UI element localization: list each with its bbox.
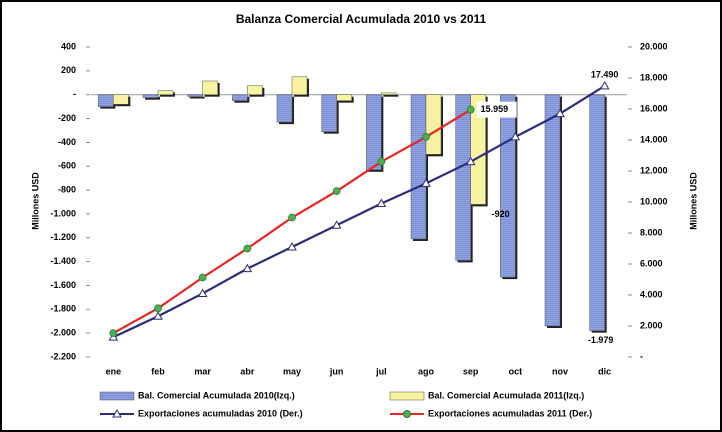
marker <box>242 263 253 273</box>
data-label: -1.979 <box>588 335 614 345</box>
bar-shadow <box>145 96 160 100</box>
label-box <box>476 101 517 118</box>
bar <box>321 94 337 132</box>
bar <box>425 94 442 155</box>
y-tick-label: 200 <box>61 65 76 75</box>
y-tick-label: 400 <box>61 41 76 51</box>
marker <box>197 288 208 297</box>
marker <box>510 131 521 141</box>
legend-swatch <box>99 391 135 401</box>
bar-shadow <box>383 94 399 97</box>
y-tick-label: -2.200 <box>50 351 76 361</box>
marker <box>555 108 565 118</box>
data-label: 15.959 <box>481 104 509 114</box>
bar <box>98 94 114 107</box>
x-tick-label: jun <box>329 366 344 376</box>
bar <box>589 94 605 331</box>
marker <box>287 241 297 251</box>
bar <box>291 76 308 95</box>
y2-tick-label: 8.000 <box>640 227 663 237</box>
x-tick-label: dic <box>598 366 611 376</box>
legend-swatch <box>389 391 425 401</box>
bar <box>455 94 471 261</box>
y2-tick-label: 16.000 <box>640 103 668 113</box>
bar <box>470 94 486 205</box>
y2-tick-label: 12.000 <box>640 165 668 175</box>
y-tick-label: -2.000 <box>50 328 76 338</box>
marker <box>421 178 431 187</box>
y2-axis-title: Millones USD <box>688 172 698 230</box>
marker <box>377 157 386 166</box>
y2-tick-label: 14.000 <box>640 134 668 144</box>
bar-shadow <box>189 96 205 99</box>
y-tick-label: -200 <box>58 113 76 123</box>
x-tick-label: ene <box>106 366 122 376</box>
bar <box>187 94 203 97</box>
data-label: -920 <box>492 209 510 219</box>
y-tick-label: -1.600 <box>50 280 76 290</box>
legend-label: Bal. Comercial Acumulada 2010(Izq.) <box>138 390 295 400</box>
y2-tick-label: 4.000 <box>640 289 663 299</box>
bar <box>202 80 218 95</box>
x-tick-label: jul <box>375 366 387 376</box>
bar <box>142 94 159 98</box>
marker <box>109 329 118 338</box>
y-tick-label: -1.800 <box>50 304 76 314</box>
x-tick-label: ago <box>418 366 435 376</box>
y2-tick-label: 20.000 <box>640 41 668 51</box>
y-tick-label: -1.400 <box>50 256 76 266</box>
x-tick-label: abr <box>240 366 255 376</box>
x-tick-label: feb <box>151 366 165 376</box>
marker <box>243 244 252 253</box>
bar <box>113 94 129 105</box>
chart-title: Balanza Comercial Acumulada 2010 vs 2011 <box>236 12 487 26</box>
x-tick-label: may <box>283 366 301 376</box>
y-axis-title: Millones USD <box>30 172 40 230</box>
bar <box>232 94 248 101</box>
bar <box>544 94 561 327</box>
marker <box>599 80 610 90</box>
bar <box>381 92 397 95</box>
line <box>112 84 606 339</box>
legend-marker <box>112 408 122 418</box>
bar <box>247 85 263 95</box>
bar <box>500 94 516 278</box>
y-tick-label: -400 <box>58 137 76 147</box>
y-tick-label: -1.200 <box>50 232 76 242</box>
bar <box>336 94 352 101</box>
marker <box>198 273 207 282</box>
y2-tick-label: 2.000 <box>640 320 663 330</box>
marker <box>153 311 163 320</box>
y2-tick-label: - <box>640 351 643 361</box>
legend-label: Exportaciones acumuladas 2010 (Der.) <box>138 408 303 418</box>
marker <box>422 132 430 141</box>
y-tick-label: -1.000 <box>50 208 76 218</box>
y-tick-label: - <box>73 89 76 99</box>
x-tick-label: oct <box>509 366 523 376</box>
marker <box>288 213 296 222</box>
bar <box>410 94 427 240</box>
marker <box>332 187 341 196</box>
y-tick-label: -800 <box>58 184 76 194</box>
legend-marker <box>403 410 411 418</box>
marker <box>465 156 476 166</box>
x-tick-label: nov <box>552 366 568 376</box>
bar <box>366 94 382 171</box>
data-label: 17.490 <box>591 69 619 79</box>
x-tick-label: sep <box>463 366 479 376</box>
bar <box>276 94 293 123</box>
y2-tick-label: 10.000 <box>640 196 668 206</box>
marker <box>466 105 475 114</box>
y2-tick-label: 18.000 <box>640 72 668 82</box>
y2-tick-label: 6.000 <box>640 258 663 268</box>
legend-label: Exportaciones acumuladas 2011 (Der.) <box>428 408 592 418</box>
legend-label: Bal. Comercial Acumulada 2011(Izq.) <box>428 390 584 400</box>
marker <box>376 198 387 208</box>
marker <box>331 220 342 229</box>
y-tick-label: -600 <box>58 161 76 171</box>
x-tick-label: mar <box>194 366 211 376</box>
bar <box>157 90 174 95</box>
marker <box>154 304 162 313</box>
